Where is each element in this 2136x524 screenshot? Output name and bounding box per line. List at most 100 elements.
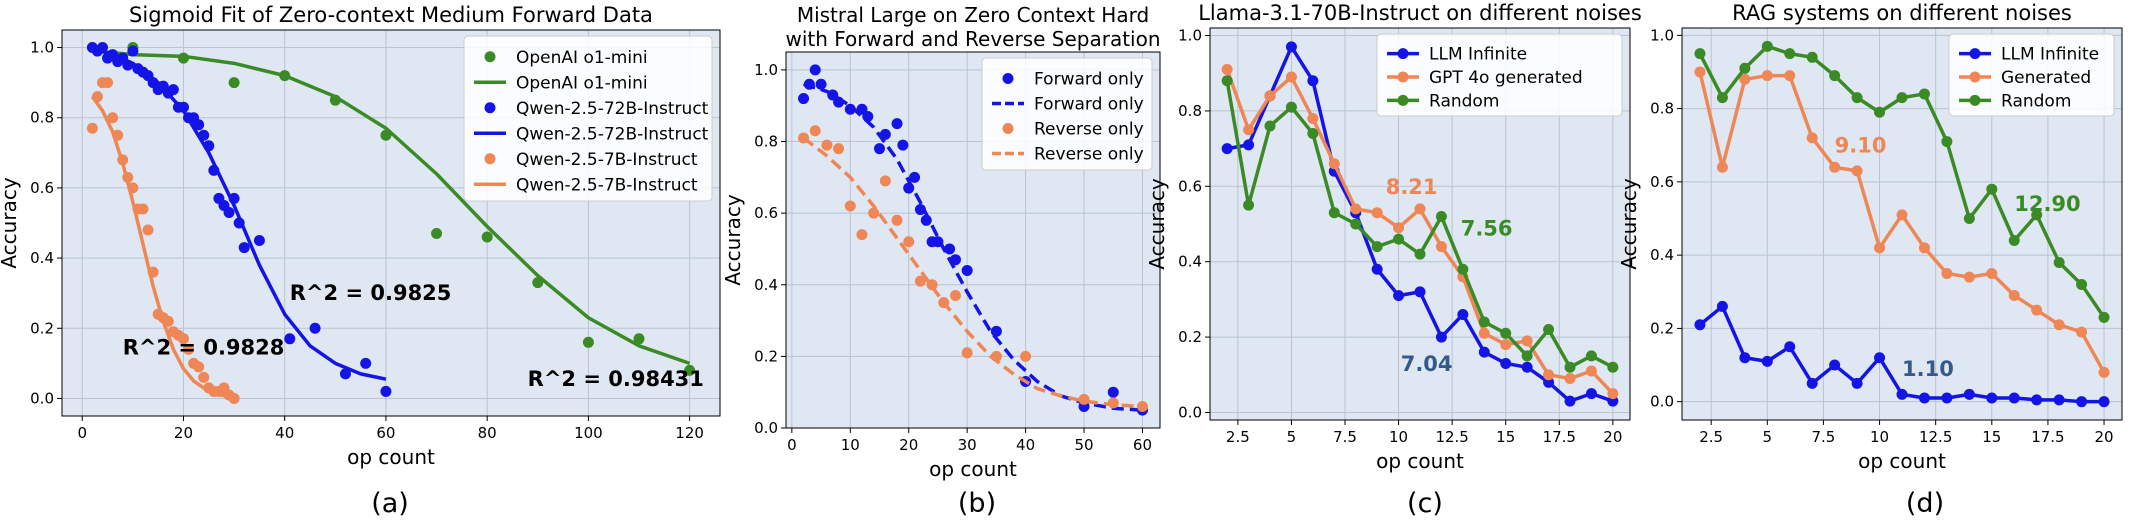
x-tick-label: 30 <box>958 436 977 454</box>
legend-label: OpenAI o1-mini <box>516 48 648 68</box>
data-point <box>431 228 443 240</box>
data-point <box>874 143 885 155</box>
data-point <box>1963 388 1975 400</box>
legend-label: Reverse only <box>1034 120 1144 140</box>
data-point <box>1478 346 1490 358</box>
data-point <box>2076 326 2088 338</box>
data-point <box>1694 319 1706 331</box>
data-point <box>1414 286 1426 298</box>
x-tick-label: 15 <box>1982 428 2001 446</box>
panel-caption: (c) <box>1407 488 1443 519</box>
data-point <box>1414 203 1426 215</box>
y-tick-label: 0.6 <box>754 204 778 222</box>
data-point <box>1607 388 1619 400</box>
data-point <box>1350 203 1362 215</box>
legend-marker <box>1397 94 1409 106</box>
data-point <box>2008 289 2020 301</box>
annotation: 7.56 <box>1461 216 1513 240</box>
data-point <box>1457 263 1469 275</box>
data-point <box>809 125 821 137</box>
data-point <box>1564 395 1576 407</box>
y-tick-label: 0.4 <box>754 276 778 294</box>
fit-line <box>91 47 387 381</box>
data-point <box>1478 327 1490 339</box>
legend-marker <box>1397 48 1409 60</box>
data-point <box>582 336 594 348</box>
y-tick-label: 1.0 <box>1650 26 1674 44</box>
x-tick-label: 120 <box>675 424 704 442</box>
data-point <box>309 322 321 334</box>
data-point <box>1020 350 1032 362</box>
y-tick-label: 0.6 <box>30 179 54 197</box>
y-tick-label: 1.0 <box>1178 27 1202 45</box>
data-point <box>1307 112 1319 124</box>
data-point <box>1457 308 1469 320</box>
series-layer <box>1221 41 1619 407</box>
data-point <box>2008 234 2020 246</box>
legend-label: Qwen-2.5-7B-Instruct <box>516 175 698 195</box>
x-tick-label: 40 <box>1016 436 1035 454</box>
data-point <box>1918 88 1930 100</box>
data-point <box>1328 158 1340 170</box>
data-point <box>909 171 921 183</box>
data-point <box>2098 396 2110 408</box>
data-point <box>1941 136 1953 148</box>
legend-marker <box>1397 71 1409 83</box>
data-point <box>815 78 827 90</box>
series-layer <box>86 42 696 404</box>
annotation: 9.10 <box>1835 134 1887 158</box>
data-point <box>1918 392 1930 404</box>
data-point <box>903 236 915 248</box>
data-point <box>1806 51 1818 63</box>
data-point <box>914 204 926 216</box>
data-point <box>1941 392 1953 404</box>
data-point <box>1371 263 1383 275</box>
legend-label: GPT 4o generated <box>1429 68 1583 88</box>
x-tick-label: 0 <box>787 436 797 454</box>
data-point <box>102 77 114 89</box>
data-point <box>1806 132 1818 144</box>
chart-title: Mistral Large on Zero Context Hard <box>797 3 1149 27</box>
data-point <box>1607 395 1619 407</box>
data-point <box>844 200 856 212</box>
legend-marker <box>484 153 496 165</box>
fit-line <box>90 95 235 399</box>
legend-label: Qwen-2.5-72B-Instruct <box>516 99 709 119</box>
data-point <box>193 361 205 373</box>
data-point <box>481 231 493 243</box>
x-tick-label: 2.5 <box>1699 428 1723 446</box>
data-point <box>253 235 265 247</box>
data-point <box>1851 92 1863 104</box>
data-point <box>1585 350 1597 362</box>
x-tick-label: 2.5 <box>1226 428 1250 446</box>
data-point <box>183 343 195 355</box>
data-point <box>961 264 973 276</box>
data-point <box>949 290 961 302</box>
data-point <box>284 333 296 345</box>
y-tick-label: 0.8 <box>30 109 54 127</box>
data-point <box>1829 359 1841 371</box>
chart-title: RAG systems on different noises <box>1732 1 2072 25</box>
data-point <box>1371 241 1383 253</box>
legend-label: Qwen-2.5-7B-Instruct <box>516 150 698 170</box>
data-point <box>1243 199 1255 211</box>
data-point <box>684 364 696 376</box>
legend-box <box>981 57 1153 171</box>
x-axis-label: op count <box>347 445 435 469</box>
data-point <box>856 229 868 241</box>
data-point <box>879 175 891 187</box>
y-axis-label: Accuracy <box>1145 178 1169 269</box>
panel-caption: (d) <box>1906 488 1944 519</box>
data-point <box>1986 183 1998 195</box>
data-point <box>1896 209 1908 221</box>
panel-caption: (b) <box>958 488 996 519</box>
legend-marker <box>1002 73 1014 84</box>
legend: LLM Infinite GPT 4o generated Random <box>1376 33 1623 117</box>
data-point <box>1243 139 1255 151</box>
data-point <box>1521 361 1533 373</box>
annotation: R^2 = 0.98431 <box>528 367 704 391</box>
data-point <box>1896 388 1908 400</box>
legend-label: Qwen-2.5-72B-Instruct <box>516 124 709 144</box>
x-tick-label: 12.5 <box>1919 428 1952 446</box>
data-point <box>1829 70 1841 82</box>
